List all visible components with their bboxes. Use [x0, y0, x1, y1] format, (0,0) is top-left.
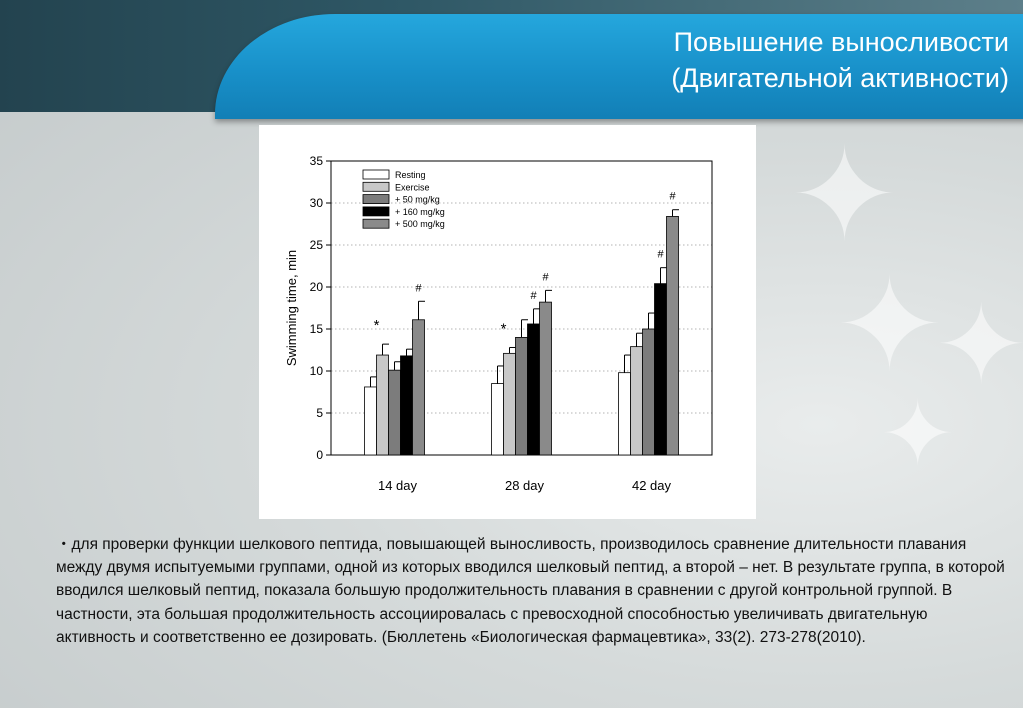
chart-figure: 0 5 10 15 20 25 30 35 Swimming time, min * #14 day…	[259, 125, 756, 519]
legend-label: + 50 mg/kg	[395, 195, 440, 205]
legend-swatch	[362, 206, 390, 217]
y-tick-label: 10	[310, 364, 324, 378]
significance-marker: #	[657, 249, 664, 261]
significance-marker: #	[415, 282, 422, 294]
bar	[642, 328, 655, 456]
bar	[400, 355, 413, 456]
legend-label: + 500 mg/kg	[395, 219, 445, 229]
sparkle-decoration: ✦	[790, 119, 899, 271]
bar	[364, 386, 377, 456]
slide-title-line-2: (Двигательной активности)	[671, 63, 1009, 93]
bar	[527, 323, 540, 456]
body-paragraph: ・для проверки функции шелкового пептида,…	[56, 536, 1005, 646]
legend-swatch	[362, 181, 390, 192]
header-tab	[215, 14, 1023, 119]
bar	[412, 319, 425, 456]
y-tick-label: 15	[310, 322, 324, 336]
y-tick-label: 0	[316, 448, 323, 462]
bar	[618, 372, 631, 456]
sparkle-decoration: ✦	[935, 281, 1023, 409]
bar	[630, 346, 643, 456]
x-tick-label: 14 day	[378, 478, 418, 493]
y-axis-label: Swimming time, min	[284, 250, 299, 366]
sparkle-decoration: ✦	[835, 249, 944, 401]
legend-swatch	[362, 169, 390, 180]
y-tick-label: 35	[310, 154, 324, 168]
bar	[515, 336, 528, 456]
slide-title-line-1: Повышение выносливости	[673, 27, 1009, 57]
bar	[654, 283, 667, 456]
legend-swatch	[362, 218, 390, 229]
bar	[666, 216, 679, 456]
y-tick-label: 5	[316, 406, 323, 420]
bar	[539, 301, 552, 456]
legend-label: Resting	[395, 170, 426, 180]
significance-marker: #	[530, 290, 537, 302]
legend-label: Exercise	[395, 182, 430, 192]
significance-marker: *	[501, 320, 507, 337]
y-tick-label: 20	[310, 280, 324, 294]
bar	[503, 352, 516, 456]
bar	[376, 354, 389, 456]
x-tick-label: 28 day	[505, 478, 545, 493]
bar	[491, 383, 504, 456]
sparkle-decoration: ✦	[880, 382, 956, 487]
bar	[388, 369, 401, 456]
slide-title: Повышение выносливости (Двигательной акт…	[449, 24, 1009, 96]
significance-marker: #	[669, 191, 676, 203]
significance-marker: #	[542, 271, 549, 283]
significance-marker: *	[374, 317, 380, 334]
y-tick-label: 25	[310, 238, 324, 252]
bar-chart: 0 5 10 15 20 25 30 35 Swimming time, min * #14 day…	[284, 154, 713, 493]
legend-swatch	[362, 194, 390, 204]
y-tick-label: 30	[310, 196, 324, 210]
x-tick-label: 42 day	[632, 478, 672, 493]
legend-label: + 160 mg/kg	[395, 207, 445, 217]
body-text: ・для проверки функции шелкового пептида,…	[56, 533, 1006, 649]
